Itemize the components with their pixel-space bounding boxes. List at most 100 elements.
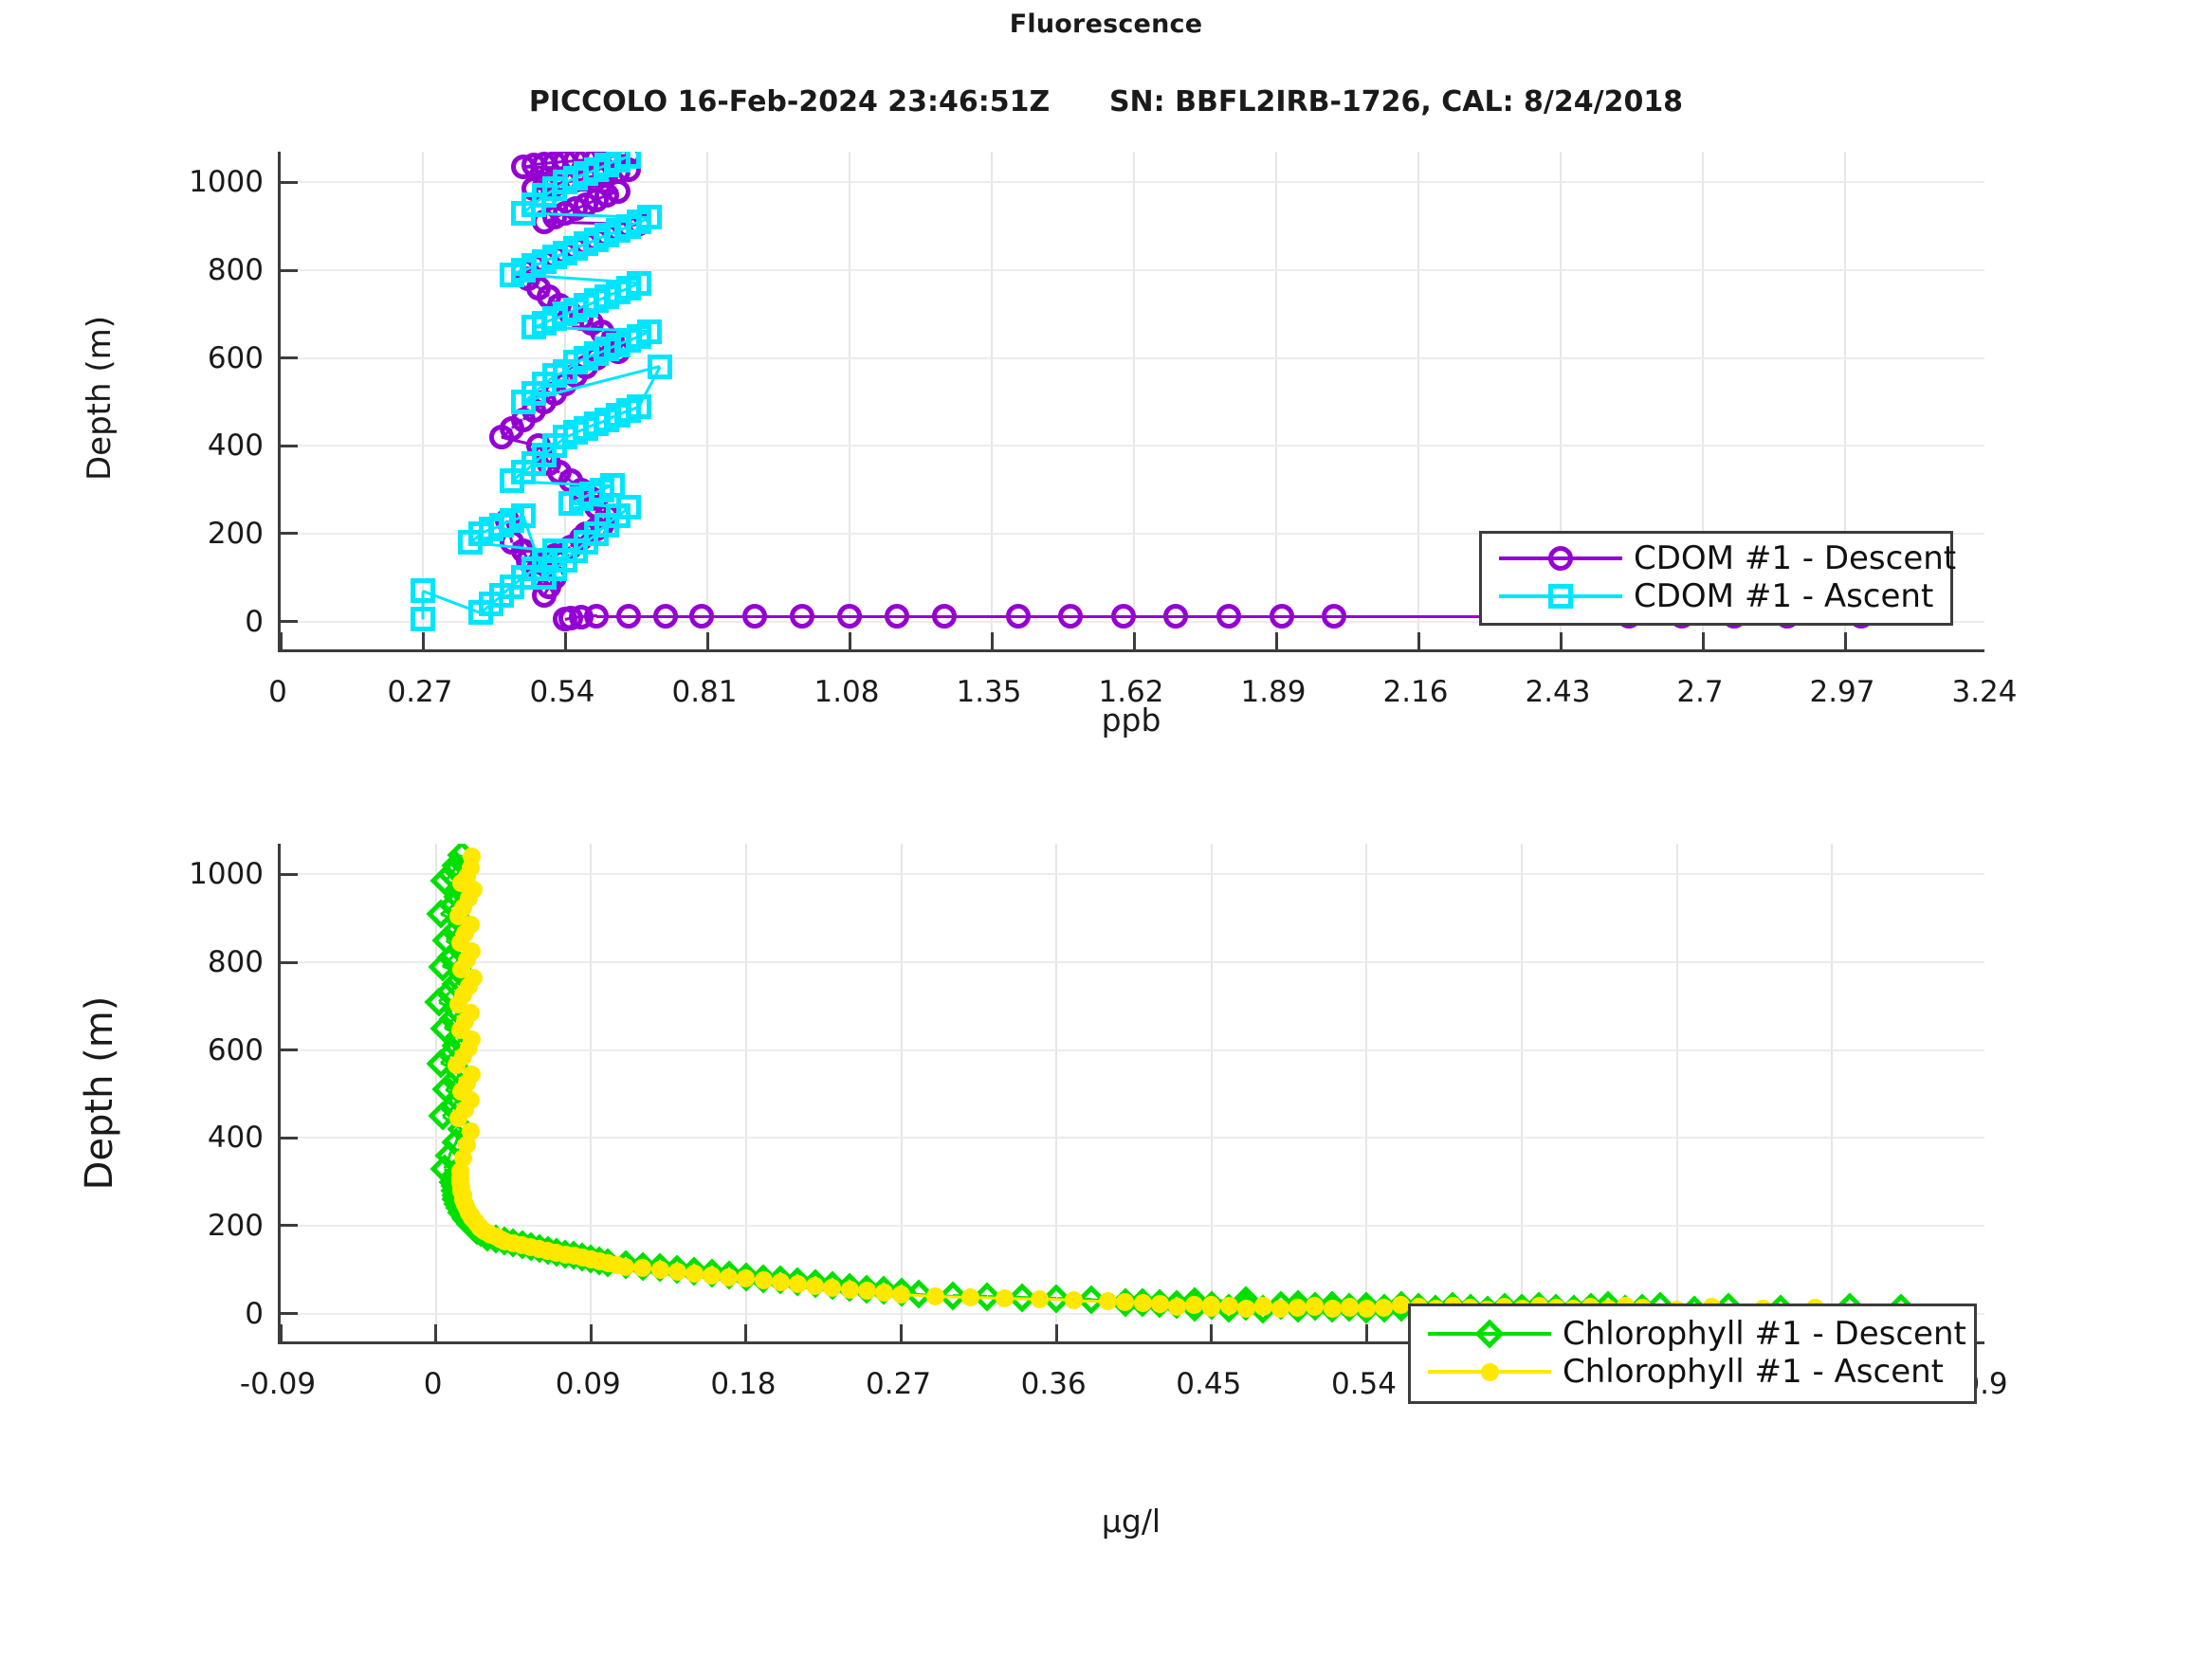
gridline-horizontal bbox=[281, 1048, 1984, 1051]
data-line-segment bbox=[1070, 614, 1124, 618]
x-tick bbox=[990, 632, 994, 649]
data-point-ascent bbox=[615, 152, 641, 169]
data-point-ascent bbox=[926, 1287, 945, 1306]
data-point-ascent bbox=[720, 1267, 739, 1286]
chl-descent-swatch bbox=[1428, 1319, 1551, 1349]
y-tick-label: 600 bbox=[207, 340, 264, 375]
y-tick bbox=[281, 356, 298, 360]
x-tick-label: 0 bbox=[268, 675, 287, 709]
gridline-horizontal bbox=[281, 356, 1984, 359]
x-tick-label: 0.54 bbox=[529, 675, 595, 709]
gridline-vertical bbox=[1560, 152, 1562, 649]
y-tick bbox=[281, 180, 298, 184]
x-tick bbox=[281, 632, 283, 649]
gridline-vertical bbox=[900, 844, 903, 1341]
data-point-ascent bbox=[806, 1276, 825, 1295]
legend-item-cdom-descent[interactable]: CDOM #1 - Descent bbox=[1499, 539, 1956, 577]
cdom-xaxis-label: ppb bbox=[1101, 702, 1161, 738]
figure-title: Fluorescence bbox=[1009, 9, 1203, 39]
x-tick-label: 0.18 bbox=[710, 1367, 777, 1401]
y-tick bbox=[281, 268, 298, 272]
data-point-ascent bbox=[411, 578, 435, 604]
gridline-horizontal bbox=[281, 961, 1984, 964]
gridline-vertical bbox=[422, 152, 424, 649]
data-line-segment bbox=[1229, 614, 1282, 618]
data-point-descent bbox=[689, 604, 715, 629]
data-point-descent bbox=[1163, 604, 1189, 629]
data-point-descent bbox=[1005, 604, 1031, 629]
legend-label-chl-descent: Chlorophyll #1 - Descent bbox=[1563, 1315, 1966, 1353]
gridline-vertical bbox=[1675, 844, 1678, 1341]
data-point-ascent bbox=[626, 393, 651, 419]
circle-filled-icon bbox=[1480, 1362, 1499, 1381]
y-tick-label: 1000 bbox=[189, 165, 264, 200]
x-tick-label: 0.36 bbox=[1020, 1367, 1087, 1401]
y-tick-label: 800 bbox=[207, 253, 264, 288]
gridline-horizontal bbox=[281, 269, 1984, 272]
y-tick bbox=[281, 444, 298, 447]
data-point-ascent bbox=[636, 205, 662, 230]
cdom-legend: CDOM #1 - Descent CDOM #1 - Ascent bbox=[1479, 531, 1956, 626]
gridline-vertical bbox=[1133, 152, 1135, 649]
data-point-ascent bbox=[463, 1065, 482, 1084]
data-point-ascent bbox=[1340, 1298, 1359, 1317]
data-point-ascent bbox=[754, 1271, 773, 1290]
data-line-segment bbox=[944, 614, 1018, 618]
data-point-ascent bbox=[1064, 1291, 1083, 1310]
x-tick-label: 0.81 bbox=[671, 675, 738, 709]
chlorophyll-plot bbox=[278, 844, 1984, 1344]
data-point-ascent bbox=[703, 1266, 722, 1285]
data-point-ascent bbox=[874, 1284, 893, 1303]
x-tick-label: 2.7 bbox=[1676, 675, 1724, 709]
data-point-ascent bbox=[648, 354, 672, 379]
legend-label-cdom-descent: CDOM #1 - Descent bbox=[1634, 539, 1957, 577]
x-tick bbox=[1417, 632, 1420, 649]
legend-label-cdom-ascent: CDOM #1 - Ascent bbox=[1634, 577, 1934, 615]
diamond-open-icon bbox=[1474, 1319, 1505, 1349]
data-point-descent bbox=[742, 604, 767, 629]
data-point-ascent bbox=[1202, 1295, 1221, 1314]
x-tick-label: 2.97 bbox=[1809, 675, 1875, 709]
data-point-ascent bbox=[1306, 1297, 1325, 1316]
legend-item-chl-ascent[interactable]: Chlorophyll #1 - Ascent bbox=[1428, 1353, 1957, 1391]
gridline-vertical bbox=[1210, 844, 1213, 1341]
x-tick-label: 0.54 bbox=[1330, 1367, 1397, 1401]
x-tick bbox=[1054, 1324, 1058, 1341]
x-tick bbox=[1132, 632, 1136, 649]
y-tick-label: 400 bbox=[207, 428, 264, 464]
chlorophyll-xaxis-label: μg/l bbox=[1101, 1503, 1161, 1540]
legend-item-cdom-ascent[interactable]: CDOM #1 - Ascent bbox=[1499, 577, 1933, 615]
data-point-ascent bbox=[650, 1261, 669, 1280]
data-point-descent bbox=[1110, 604, 1136, 629]
y-tick-label: 200 bbox=[207, 1208, 264, 1243]
x-tick-label: 3.24 bbox=[1951, 675, 2018, 709]
x-tick-label: 2.43 bbox=[1525, 675, 1591, 709]
figure-subtitle: PICCOLO 16-Feb-2024 23:46:51Z SN: BBFL2I… bbox=[528, 85, 1684, 118]
x-tick bbox=[900, 1324, 904, 1341]
y-tick bbox=[281, 1136, 298, 1139]
data-point-ascent bbox=[1236, 1299, 1255, 1318]
x-tick-label: 1.35 bbox=[956, 675, 1022, 709]
data-point-ascent bbox=[461, 1121, 480, 1140]
data-point-descent bbox=[885, 604, 909, 629]
data-point-ascent bbox=[996, 1288, 1015, 1307]
square-open-icon bbox=[1548, 584, 1573, 609]
gridline-vertical bbox=[991, 152, 993, 649]
legend-label-chl-ascent: Chlorophyll #1 - Ascent bbox=[1563, 1353, 1944, 1391]
data-point-ascent bbox=[667, 1263, 686, 1282]
x-tick-label: 0 bbox=[423, 1367, 443, 1401]
y-tick-label: 0 bbox=[245, 1296, 264, 1331]
y-tick bbox=[281, 1312, 298, 1316]
x-tick bbox=[589, 1324, 593, 1341]
gridline-vertical bbox=[1702, 152, 1704, 649]
data-line-segment bbox=[755, 614, 802, 618]
data-line-segment bbox=[1017, 614, 1071, 618]
x-tick bbox=[1274, 632, 1278, 649]
data-point-descent bbox=[1322, 604, 1347, 629]
data-line-segment bbox=[1281, 614, 1335, 618]
data-point-ascent bbox=[1030, 1289, 1049, 1308]
cdom-yaxis-label: Depth (m) bbox=[81, 315, 119, 482]
legend-item-chl-descent[interactable]: Chlorophyll #1 - Descent bbox=[1428, 1315, 1966, 1353]
data-point-ascent bbox=[685, 1264, 704, 1283]
